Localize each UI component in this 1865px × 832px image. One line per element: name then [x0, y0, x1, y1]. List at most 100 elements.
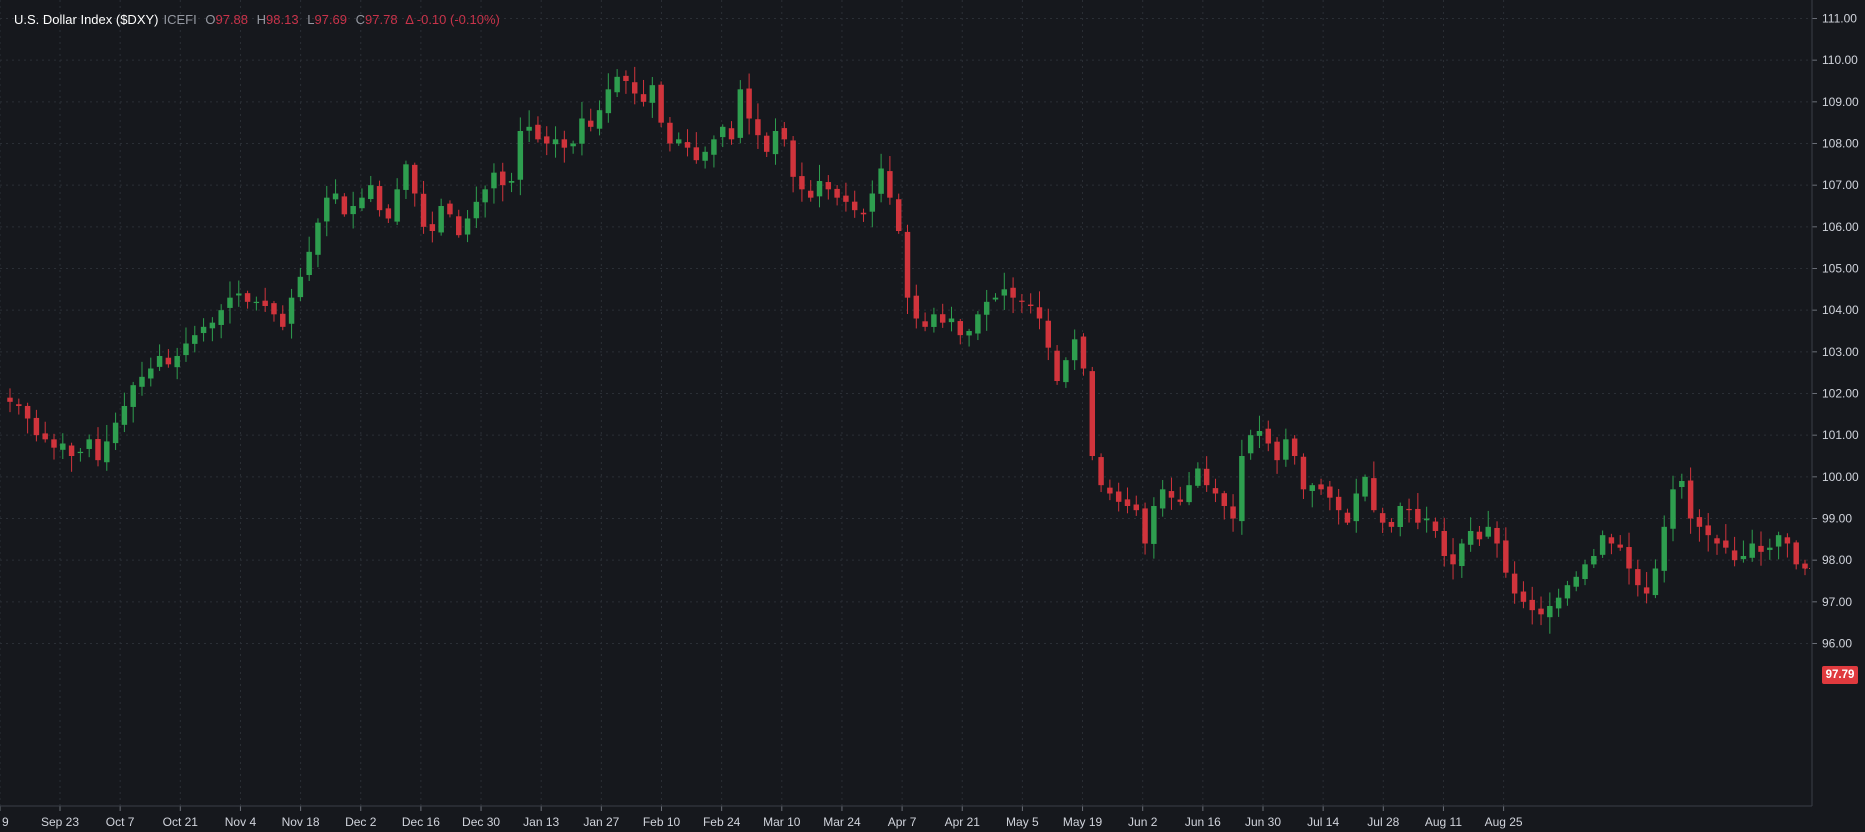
- candle-down: [1221, 493, 1227, 506]
- candle-down: [1608, 537, 1615, 544]
- x-tick-label: Mar 24: [823, 815, 861, 829]
- candle-down: [1274, 441, 1280, 461]
- candle-down: [763, 135, 770, 152]
- x-tick-label: Jan 13: [523, 815, 559, 829]
- candle-down: [16, 404, 22, 406]
- y-tick-label: 100.00: [1822, 470, 1859, 484]
- candle-down: [632, 82, 638, 94]
- y-tick-label: 101.00: [1822, 428, 1859, 442]
- candle-up: [772, 131, 779, 155]
- candle-up: [306, 251, 312, 276]
- candle-down: [544, 136, 550, 144]
- candle-down: [1124, 499, 1131, 506]
- candle-down: [1177, 499, 1183, 502]
- candle-down: [33, 417, 40, 436]
- candle-up: [473, 201, 480, 219]
- candle-down: [1036, 307, 1043, 319]
- open-value: 97.88: [215, 12, 249, 27]
- candle-down: [957, 321, 964, 336]
- x-tick-label: Jul 14: [1307, 815, 1339, 829]
- candle-down: [860, 212, 867, 215]
- candle-down: [1406, 508, 1412, 511]
- candle-up: [517, 131, 524, 180]
- candle-up: [878, 168, 884, 194]
- candle-up: [491, 172, 497, 189]
- candle-up: [702, 151, 708, 161]
- candle-down: [1379, 513, 1386, 523]
- candle-down: [799, 176, 805, 190]
- candle-up: [104, 441, 110, 463]
- candle-up: [1309, 485, 1315, 491]
- candle-down: [262, 300, 268, 306]
- candle-down: [1142, 508, 1148, 544]
- y-tick-label: 105.00: [1822, 262, 1859, 276]
- candle-up: [1256, 431, 1263, 436]
- candle-down: [755, 119, 761, 136]
- candle-down: [341, 196, 348, 215]
- candle-up: [86, 439, 92, 449]
- candle-up: [288, 297, 295, 324]
- candle-up: [675, 139, 682, 144]
- x-tick-label: Dec 2: [345, 815, 377, 829]
- candle-up: [192, 335, 198, 344]
- candle-down: [1529, 599, 1535, 611]
- candle-up: [1652, 568, 1659, 596]
- candle-down: [1723, 540, 1729, 548]
- candle-up: [966, 331, 972, 336]
- candle-down: [1027, 304, 1034, 306]
- candle-up: [1001, 289, 1008, 296]
- candle-up: [614, 76, 620, 93]
- candle-up: [1467, 531, 1474, 545]
- exchange-label: ICEFI: [163, 12, 197, 27]
- candle-down: [1503, 540, 1509, 573]
- x-tick-label: Jun 16: [1185, 815, 1221, 829]
- candle-down: [1371, 478, 1377, 511]
- candle-up: [183, 343, 189, 356]
- candle-up: [579, 118, 585, 144]
- candle-up: [816, 181, 823, 197]
- candle-up: [1740, 556, 1747, 560]
- candle-up: [121, 406, 128, 425]
- candle-down: [1230, 506, 1236, 519]
- x-tick-label: Jun 30: [1245, 815, 1281, 829]
- candle-up: [1670, 489, 1676, 529]
- candle-down: [1538, 608, 1544, 615]
- candle-down: [1696, 517, 1703, 527]
- candle-up: [737, 89, 744, 138]
- x-tick-label: Nov 4: [225, 815, 257, 829]
- candle-up: [1591, 556, 1597, 565]
- candle-down: [1133, 504, 1140, 511]
- candle-up: [1582, 564, 1588, 580]
- candle-up: [1767, 547, 1773, 550]
- candle-down: [165, 357, 172, 365]
- y-tick-label: 98.00: [1822, 553, 1852, 567]
- candle-down: [825, 182, 832, 190]
- last-price-tag: 97.79: [1822, 666, 1858, 684]
- candle-up: [948, 318, 955, 323]
- candle-up: [324, 197, 330, 222]
- candle-up: [1159, 489, 1166, 509]
- candle-up: [975, 314, 981, 334]
- candle-up: [315, 222, 321, 255]
- candle-up: [1353, 493, 1359, 522]
- candle-down: [1802, 563, 1808, 569]
- change-value: Δ -0.10 (-0.10%): [405, 12, 500, 27]
- candle-up: [1397, 506, 1403, 527]
- candle-down: [1635, 569, 1641, 586]
- candle-down: [1212, 488, 1219, 494]
- candle-down: [535, 124, 541, 140]
- candle-up: [1775, 535, 1782, 547]
- candle-up: [1679, 481, 1685, 488]
- candle-up: [605, 89, 612, 114]
- candle-down: [887, 171, 893, 198]
- candle-up: [394, 189, 400, 222]
- candle-up: [403, 164, 409, 190]
- y-tick-label: 103.00: [1822, 345, 1859, 359]
- candle-down: [447, 203, 453, 215]
- candle-up: [297, 276, 304, 298]
- candle-down: [1687, 480, 1694, 519]
- candle-up: [438, 206, 444, 233]
- open-label: O: [205, 12, 216, 27]
